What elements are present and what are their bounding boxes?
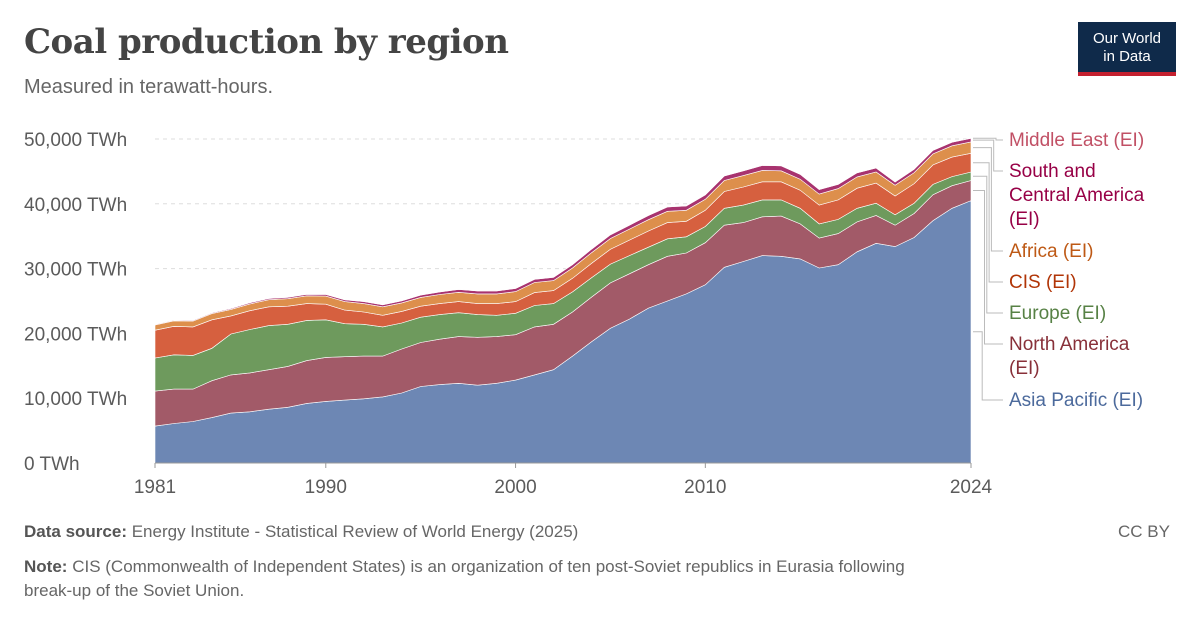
logo-line-1: Our World <box>1092 30 1162 47</box>
legend-connector <box>973 331 1003 401</box>
legend-label[interactable]: Europe (EI) <box>1009 303 1106 324</box>
legend-connector <box>973 190 1003 345</box>
legend-connector <box>973 139 1003 172</box>
owid-logo[interactable]: Our World in Data <box>1078 22 1176 76</box>
x-tick-label: 2024 <box>950 477 993 498</box>
legend-label[interactable]: Africa (EI) <box>1009 241 1093 262</box>
legend-label[interactable]: Middle East (EI) <box>1009 130 1144 151</box>
data-source-text[interactable]: Energy Institute - Statistical Review of… <box>131 522 579 541</box>
data-source-label: Data source: <box>24 522 127 541</box>
legend-label[interactable]: South and Central America (EI) <box>1009 161 1145 230</box>
note-label: Note: <box>24 557 68 576</box>
x-tick-label: 1981 <box>134 477 176 498</box>
logo-line-2: in Data <box>1103 48 1151 65</box>
legend-connector <box>973 137 1003 141</box>
y-tick-label: 10,000 TWh <box>24 389 127 410</box>
license-label[interactable]: CC BY <box>1118 522 1170 541</box>
legend-label[interactable]: Asia Pacific (EI) <box>1009 390 1143 411</box>
chart-title: Coal production by region <box>24 22 509 62</box>
legend-label[interactable]: CIS (EI) <box>1009 272 1077 293</box>
x-tick-label: 2010 <box>684 477 726 498</box>
area-middle-east-ei[interactable] <box>154 137 972 325</box>
legend-label[interactable]: North America (EI) <box>1009 334 1130 379</box>
legend-connector <box>973 175 1003 314</box>
x-tick-label: 1990 <box>305 477 347 498</box>
note-line-2: break-up of the Soviet Union. <box>24 581 245 600</box>
legend-connector <box>973 162 1003 283</box>
y-tick-label: 50,000 TWh <box>24 130 127 151</box>
legend-connector <box>973 147 1003 252</box>
note-line-1: CIS (Commonwealth of Independent States)… <box>72 557 905 576</box>
y-tick-label: 40,000 TWh <box>24 195 127 216</box>
y-tick-label: 30,000 TWh <box>24 260 127 281</box>
x-tick-label: 2000 <box>494 477 536 498</box>
y-tick-label: 0 TWh <box>24 454 80 475</box>
y-tick-label: 20,000 TWh <box>24 324 127 345</box>
chart-subtitle: Measured in terawatt-hours. <box>24 76 274 98</box>
data-source: Data source: Energy Institute - Statisti… <box>24 522 578 542</box>
chart-note: Note: CIS (Commonwealth of Independent S… <box>24 555 905 603</box>
